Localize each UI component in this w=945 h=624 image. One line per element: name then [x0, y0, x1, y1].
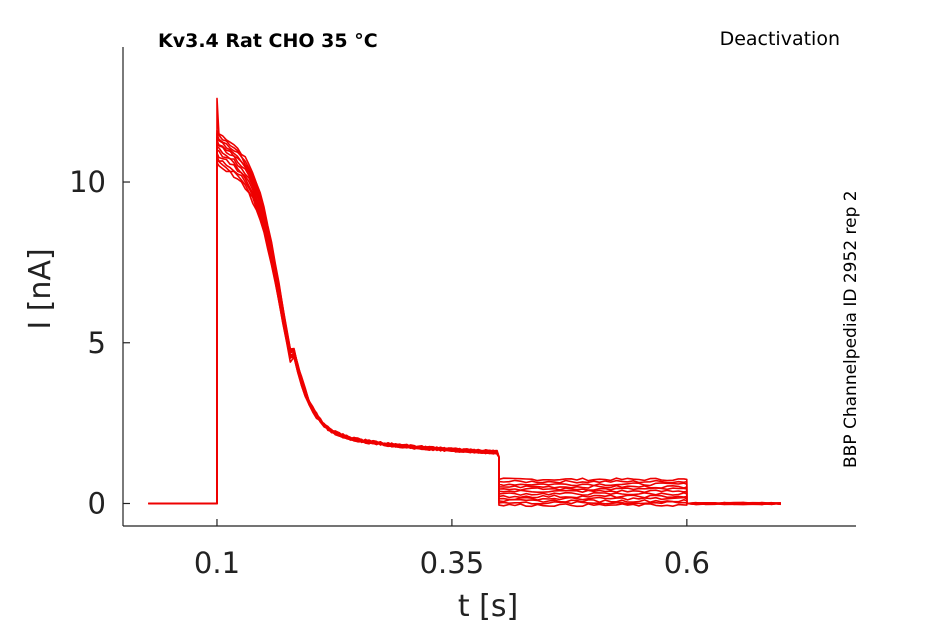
x-axis-label: t [s]	[458, 589, 518, 624]
tick-group: 0.1 0.35 0.6 0 5 10	[69, 165, 710, 580]
x-tick-label: 0.6	[664, 546, 710, 580]
y-tick-label: 5	[88, 326, 106, 360]
trace-group	[148, 97, 781, 508]
chart-subtitle: Deactivation	[720, 28, 840, 50]
x-tick-label: 0.1	[194, 546, 240, 580]
current-trace	[148, 161, 781, 508]
side-label: BBP Channelpedia ID 2952 rep 2	[841, 190, 861, 468]
y-tick-label: 10	[69, 165, 106, 199]
x-tick-label: 0.35	[420, 546, 485, 580]
y-tick-label: 0	[88, 486, 106, 520]
y-axis-label: I [nA]	[23, 248, 58, 329]
chart-title: Kv3.4 Rat CHO 35 °C	[158, 30, 378, 52]
